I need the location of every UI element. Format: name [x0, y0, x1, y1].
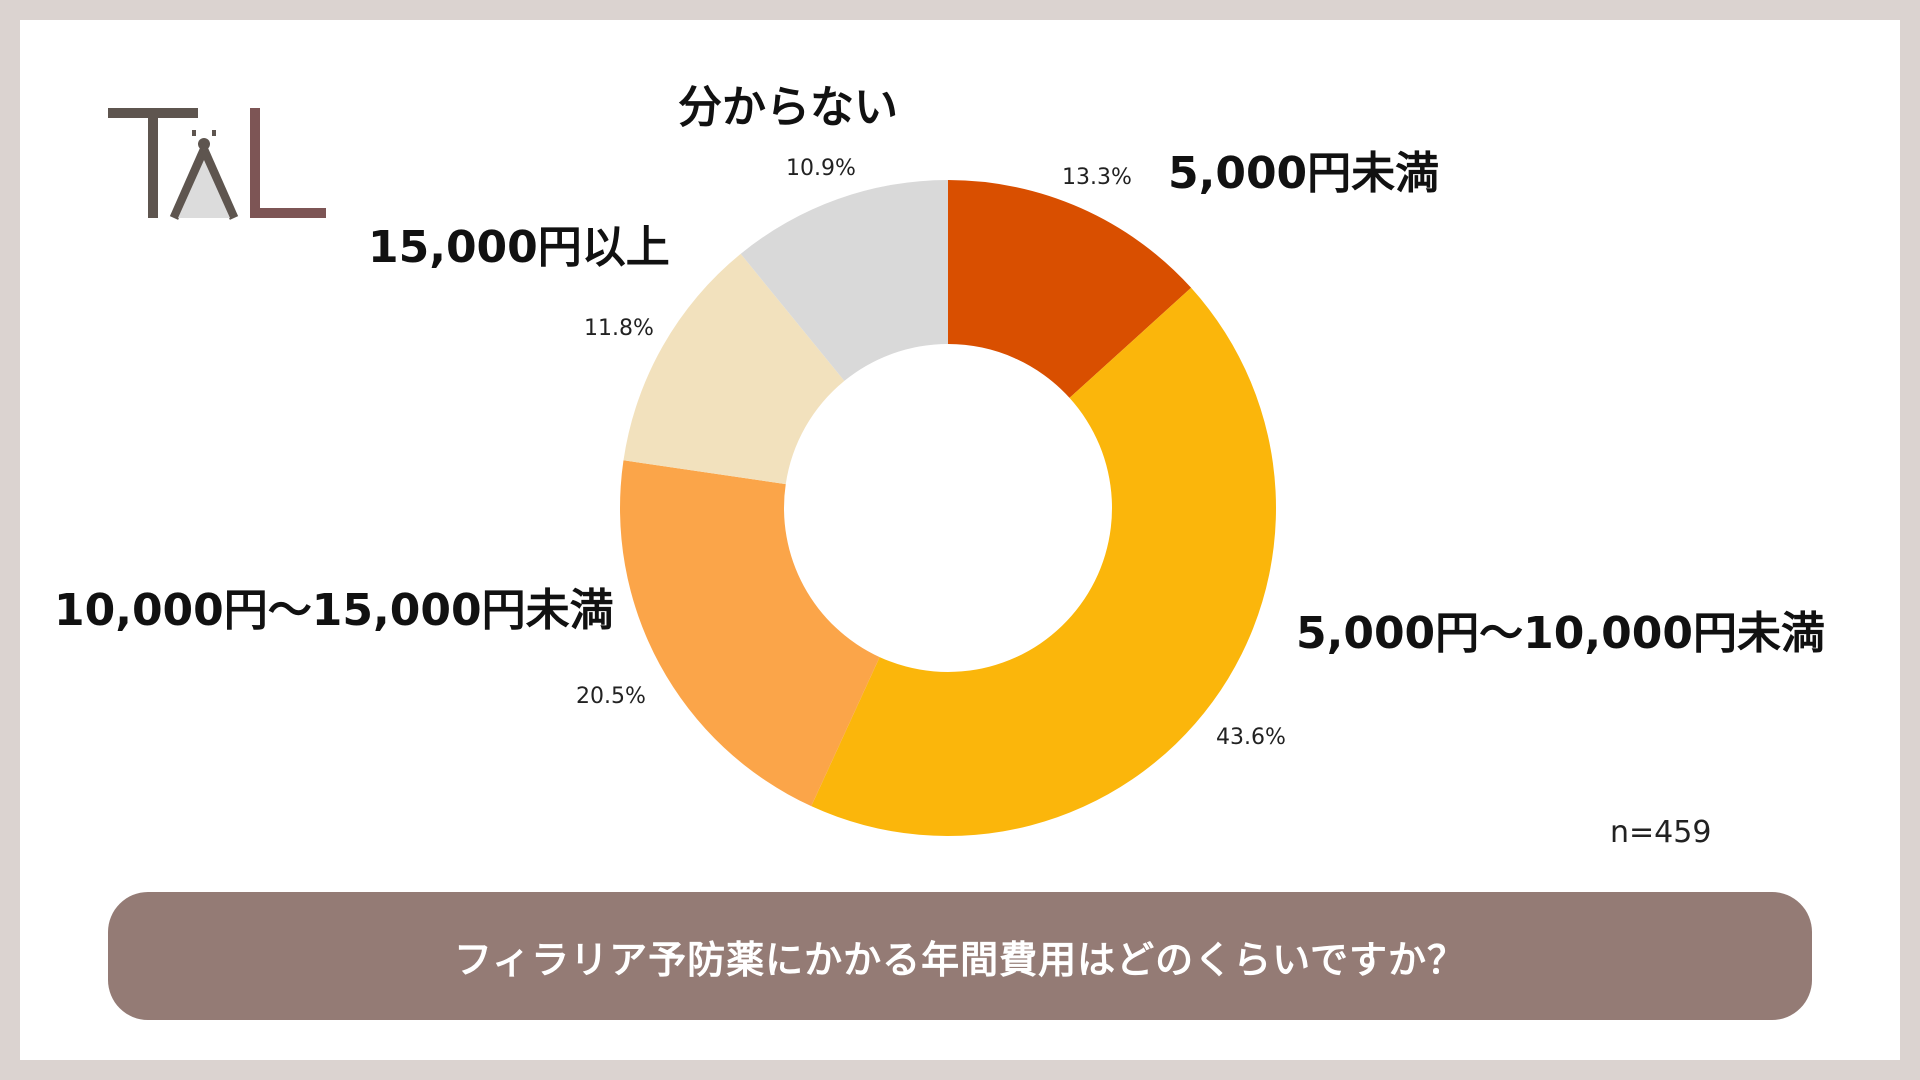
- label-under-5000: 5,000円未満: [1168, 148, 1440, 199]
- slice-10000-15000: [620, 460, 880, 807]
- donut-slices: [620, 180, 1276, 836]
- sample-size: n=459: [1610, 815, 1712, 850]
- question-text: フィラリア予防薬にかかる年間費用はどのくらいですか？: [453, 937, 1467, 982]
- pct-5000-10000: 43.6%: [1216, 725, 1286, 750]
- label-5000-10000: 5,000円〜10,000円未満: [1296, 608, 1825, 659]
- tal-logo: [108, 108, 328, 220]
- label-10000-15000: 10,000円〜15,000円未満: [54, 585, 614, 636]
- slice-over-15000: [623, 253, 845, 485]
- slice-under-5000: [948, 180, 1192, 398]
- slice-5000-10000: [811, 287, 1276, 836]
- tal-logo-mark: [108, 108, 326, 220]
- pct-over-15000: 11.8%: [584, 316, 654, 341]
- pct-10000-15000: 20.5%: [576, 684, 646, 709]
- pct-unknown: 10.9%: [786, 156, 856, 181]
- label-over-15000: 15,000円以上: [368, 222, 670, 273]
- label-unknown: 分からない: [678, 82, 898, 133]
- question-banner: フィラリア予防薬にかかる年間費用はどのくらいですか？: [108, 892, 1812, 1020]
- pct-under-5000: 13.3%: [1062, 165, 1132, 190]
- slice-unknown: [740, 180, 948, 381]
